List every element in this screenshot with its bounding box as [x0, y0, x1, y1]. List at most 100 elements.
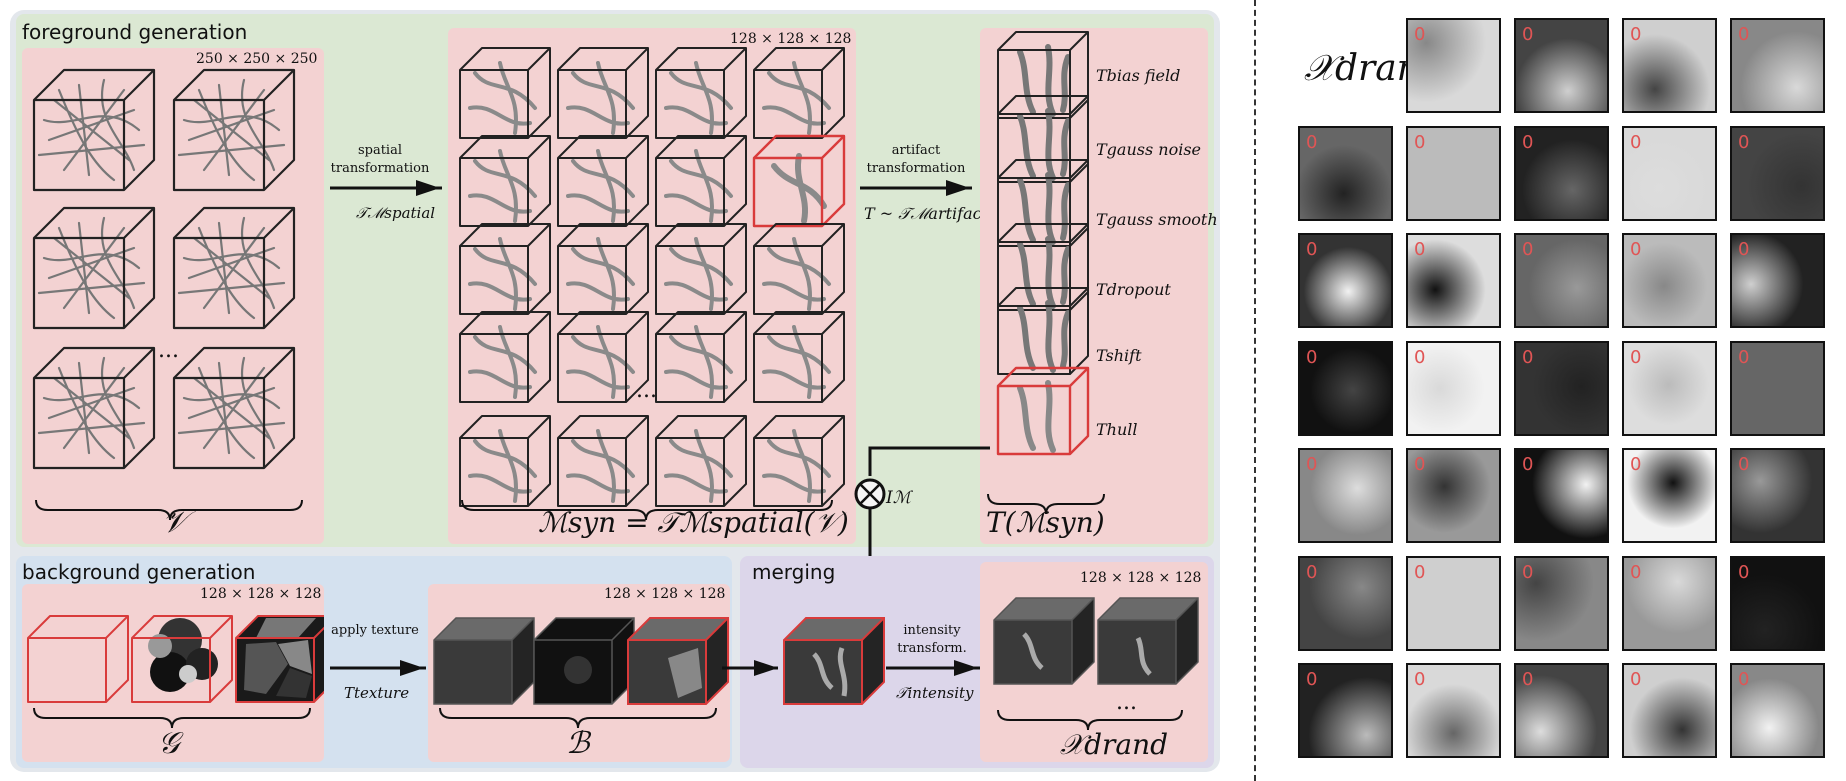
- foreground-title: foreground generation: [22, 20, 248, 44]
- merge-in-arrow: [722, 660, 778, 676]
- tile-mark: 0: [1522, 239, 1534, 260]
- sample-tile: 0: [1730, 340, 1825, 436]
- sample-tile: 0: [1730, 18, 1825, 113]
- tile-mark: 0: [1306, 454, 1318, 475]
- sample-tile: 0: [1406, 340, 1501, 436]
- sample-tile: 0: [1730, 448, 1825, 543]
- sample-tile: 0: [1730, 233, 1825, 328]
- v-dimensions: 250 × 250 × 250: [196, 51, 318, 67]
- x-drand-dimensions: 128 × 128 × 128: [1080, 570, 1202, 586]
- tile-mark: 0: [1522, 346, 1534, 368]
- sample-tile: 0: [1298, 233, 1393, 328]
- dashed-divider: [1254, 0, 1256, 781]
- tile-mark: 0: [1630, 24, 1642, 45]
- mask-label: Iℳ: [886, 488, 911, 508]
- sample-tile: 0: [1622, 448, 1717, 543]
- tile-mark: 0: [1738, 561, 1750, 583]
- sample-tile: 0: [1298, 555, 1393, 651]
- m-syn-ellipsis: ...: [636, 378, 657, 403]
- v-label: 𝒱: [162, 505, 187, 540]
- tile-mark: 0: [1306, 131, 1318, 153]
- m-syn-cubes: [458, 46, 856, 521]
- sample-tile: 0: [1514, 125, 1609, 221]
- tile-mark: 0: [1738, 346, 1750, 368]
- x-drand-ellipsis: ...: [1116, 690, 1137, 715]
- sample-tile: 0: [1514, 233, 1609, 328]
- tile-mark: 0: [1630, 669, 1642, 690]
- tile-mark: 0: [1414, 346, 1426, 368]
- tile-mark: 0: [1738, 669, 1750, 690]
- tile-mark: 0: [1414, 669, 1426, 690]
- sample-tile: 0: [1622, 233, 1717, 328]
- tile-mark: 0: [1630, 346, 1642, 368]
- artifact-arrow: [860, 180, 972, 196]
- tile-mark: 0: [1414, 131, 1426, 153]
- sample-tile: 0: [1622, 663, 1717, 758]
- sample-tile: 0: [1622, 125, 1717, 221]
- b-cubes: [433, 617, 729, 729]
- tile-mark: 0: [1738, 454, 1750, 475]
- intensity-arrow: [886, 660, 980, 676]
- spatial-arrow: [330, 180, 442, 196]
- sample-tile: 0: [1514, 448, 1609, 543]
- apply-texture-label: apply texture: [331, 623, 419, 638]
- sample-tile: 0: [1730, 663, 1825, 758]
- g-shapes: [27, 615, 324, 729]
- tile-mark: 0: [1738, 131, 1750, 153]
- sample-tile: 0: [1406, 448, 1501, 543]
- texture-math: Ttexture: [344, 684, 410, 702]
- m-syn-label: ℳsyn = 𝒯ℳspatial(𝒱): [538, 506, 849, 539]
- sample-tile: 0: [1406, 18, 1501, 113]
- artifact-transformation-label: artifact transformation: [866, 143, 966, 176]
- tile-mark: 0: [1522, 561, 1534, 583]
- sample-tile: 0: [1730, 555, 1825, 651]
- sample-tile: 0: [1514, 340, 1609, 436]
- tile-mark: 0: [1630, 131, 1642, 153]
- tile-mark: 0: [1414, 24, 1426, 45]
- spatial-math: 𝒯ℳspatial: [356, 204, 436, 222]
- sample-tile: 0: [1298, 340, 1393, 436]
- b-dimensions: 128 × 128 × 128: [604, 586, 726, 602]
- x-drand-label: 𝒳drand: [1060, 728, 1169, 761]
- tile-mark: 0: [1306, 346, 1318, 368]
- tile-mark: 0: [1630, 454, 1642, 475]
- sample-tile: 0: [1298, 663, 1393, 758]
- v-ellipsis: ...: [158, 338, 179, 363]
- g-dimensions: 128 × 128 × 128: [200, 586, 322, 602]
- t-cubes: [987, 28, 1105, 515]
- spatial-transformation-label: spatial transformation: [330, 143, 430, 176]
- sample-tile: 0: [1406, 663, 1501, 758]
- tile-mark: 0: [1414, 239, 1426, 260]
- tile-mark: 0: [1630, 561, 1642, 583]
- sample-tile: 0: [1622, 340, 1717, 436]
- tile-mark: 0: [1306, 669, 1318, 690]
- tile-mark: 0: [1630, 239, 1642, 260]
- intensity-transform-label: intensity transform.: [897, 623, 967, 656]
- background-title: background generation: [22, 560, 256, 584]
- sample-tile: 0: [1730, 125, 1825, 221]
- sample-tile: 0: [1406, 125, 1501, 221]
- t-result-label: T(ℳsyn): [986, 506, 1105, 539]
- t-hull: Thull: [1096, 420, 1138, 439]
- merging-title: merging: [752, 560, 836, 584]
- merged-cube: [783, 617, 885, 705]
- tile-mark: 0: [1414, 454, 1426, 475]
- sample-tile: 0: [1514, 18, 1609, 113]
- t-gauss-noise: Tgauss noise: [1096, 140, 1201, 159]
- tile-mark: 0: [1522, 24, 1534, 45]
- b-label: ℬ: [566, 726, 590, 761]
- v-cubes: [32, 68, 303, 521]
- sample-tile: 0: [1622, 555, 1717, 651]
- sample-tile: 0: [1622, 18, 1717, 113]
- sample-tile: 0: [1406, 555, 1501, 651]
- texture-arrow: [330, 660, 426, 676]
- t-dropout: Tdropout: [1096, 280, 1171, 299]
- t-bias-field: Tbias field: [1096, 66, 1181, 85]
- t-shift: Tshift: [1096, 346, 1142, 365]
- tile-mark: 0: [1522, 454, 1534, 475]
- tile-mark: 0: [1306, 239, 1318, 260]
- tile-mark: 0: [1306, 561, 1318, 583]
- tile-mark: 0: [1522, 669, 1534, 690]
- tile-mark: 0: [1738, 239, 1750, 260]
- sample-tile: 0: [1298, 125, 1393, 221]
